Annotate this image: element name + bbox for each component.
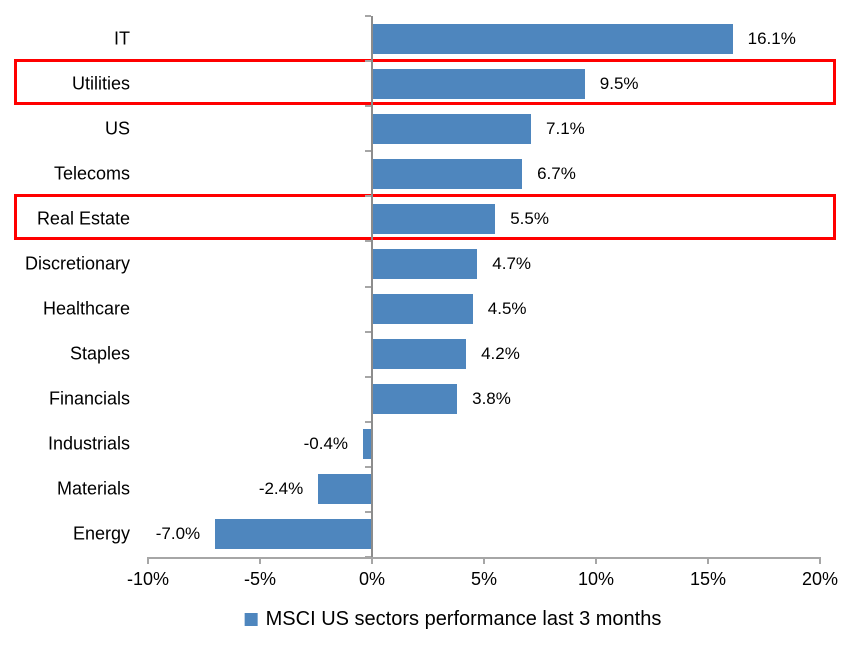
value-label-real-estate: 5.5% xyxy=(510,208,549,228)
bar-energy xyxy=(215,519,372,550)
value-axis-tick-label: 15% xyxy=(689,569,727,589)
category-axis-tick xyxy=(365,420,371,423)
value-axis-tick-label: -10% xyxy=(126,569,170,589)
category-axis-tick xyxy=(365,510,371,513)
value-axis-tick-label: 5% xyxy=(470,569,498,589)
bar-real-estate xyxy=(372,203,496,234)
category-label-it: IT xyxy=(114,28,130,49)
category-axis-line xyxy=(371,16,373,564)
bar-industrials xyxy=(363,429,372,460)
category-axis-tick xyxy=(365,285,371,288)
bar-healthcare xyxy=(372,294,473,325)
category-label-utilities: Utilities xyxy=(71,73,130,94)
value-label-telecoms: 6.7% xyxy=(537,163,576,183)
legend: MSCI US sectors performance last 3 month… xyxy=(244,608,662,631)
category-label-telecoms: Telecoms xyxy=(53,163,130,184)
value-axis-tick xyxy=(707,557,709,564)
value-label-financials: 3.8% xyxy=(472,389,511,409)
category-label-discretionary: Discretionary xyxy=(24,253,130,274)
value-axis-tick-label: -5% xyxy=(243,569,277,589)
category-label-healthcare: Healthcare xyxy=(42,298,130,319)
value-label-healthcare: 4.5% xyxy=(487,299,527,319)
bar-staples xyxy=(372,339,467,370)
bar-telecoms xyxy=(372,158,523,189)
bar-financials xyxy=(372,384,458,415)
value-axis-tick-label: 10% xyxy=(577,569,615,589)
value-label-staples: 4.2% xyxy=(481,344,520,364)
category-axis-tick xyxy=(365,15,371,17)
category-label-us: US xyxy=(104,118,130,139)
value-axis-tick xyxy=(371,557,373,564)
bar-discretionary xyxy=(372,248,478,279)
value-axis-tick xyxy=(259,557,261,564)
value-label-industrials: -0.4% xyxy=(303,434,349,454)
highlight-box-utilities xyxy=(14,59,836,106)
category-label-real-estate: Real Estate xyxy=(36,208,130,229)
category-axis-tick xyxy=(365,105,371,108)
value-label-discretionary: 4.7% xyxy=(492,253,532,273)
highlight-box-real-estate xyxy=(14,194,836,241)
value-label-materials: -2.4% xyxy=(258,479,304,499)
category-axis-tick xyxy=(365,375,371,378)
legend-marker-icon xyxy=(244,613,258,626)
bar-us xyxy=(372,113,532,144)
value-label-it: 16.1% xyxy=(747,28,796,48)
bar-utilities xyxy=(372,68,585,99)
category-axis-tick xyxy=(365,465,371,468)
category-axis-tick xyxy=(365,330,371,333)
value-axis-tick xyxy=(483,557,485,564)
bar-it xyxy=(372,23,733,54)
category-label-materials: Materials xyxy=(56,478,130,499)
category-label-staples: Staples xyxy=(69,343,130,364)
value-axis-tick xyxy=(819,557,821,564)
bar-materials xyxy=(318,474,372,505)
value-label-utilities: 9.5% xyxy=(599,73,639,93)
value-axis-tick xyxy=(595,557,597,564)
value-label-energy: -7.0% xyxy=(155,524,201,544)
category-axis-tick xyxy=(365,195,371,198)
value-axis-tick xyxy=(147,557,149,564)
value-axis-tick-label: 0% xyxy=(358,569,386,589)
category-axis-tick xyxy=(365,240,371,243)
category-axis-tick xyxy=(365,150,371,153)
category-label-financials: Financials xyxy=(48,388,130,409)
legend-label: MSCI US sectors performance last 3 month… xyxy=(265,608,662,630)
category-label-energy: Energy xyxy=(72,523,130,544)
category-label-industrials: Industrials xyxy=(47,433,130,454)
value-label-us: 7.1% xyxy=(546,118,585,138)
value-axis-tick-label: 20% xyxy=(801,569,839,589)
category-axis-tick xyxy=(365,60,371,63)
